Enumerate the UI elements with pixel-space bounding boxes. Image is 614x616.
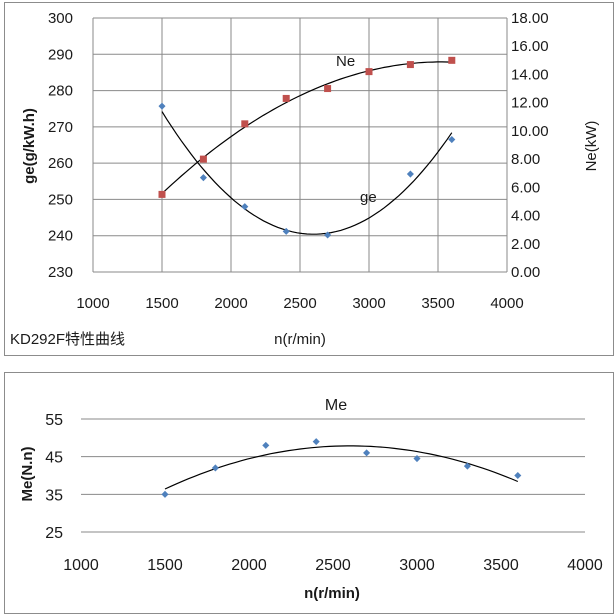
y-tick-label: 260 [48, 155, 73, 172]
ne-point [324, 85, 332, 93]
y-tick-label: 25 [45, 525, 63, 542]
me-point [463, 462, 471, 470]
ge-point [282, 227, 290, 235]
ge-point [406, 170, 414, 178]
y-tick-label: 250 [48, 191, 73, 208]
ne-point [282, 94, 290, 102]
me-point [312, 438, 320, 446]
y-tick-label: 280 [48, 83, 73, 100]
y-tick-label: 270 [48, 119, 73, 136]
ge-trend-line [161, 111, 453, 235]
me-point [363, 449, 371, 457]
me-chart-panel [4, 372, 614, 614]
y2-tick-label: 14.00 [511, 66, 549, 83]
ne-point [365, 68, 373, 76]
chart-title: Me [325, 397, 347, 414]
x-tick-label: 2500 [283, 295, 316, 312]
y2-tick-label: 18.00 [511, 10, 549, 27]
y-axis-title-me: Me(N.n) [19, 447, 36, 502]
ge-point [241, 203, 249, 211]
ge-point [448, 136, 456, 144]
me-point [413, 455, 421, 463]
y2-tick-label: 16.00 [511, 38, 549, 55]
x-tick-label: 2000 [231, 557, 267, 574]
y-tick-label: 300 [48, 10, 73, 27]
y2-tick-label: 8.00 [511, 151, 540, 168]
y2-tick-label: 4.00 [511, 208, 540, 225]
x-tick-label: 3000 [352, 295, 385, 312]
x-tick-label: 1000 [63, 557, 99, 574]
x-tick-label: 3500 [421, 295, 454, 312]
y2-tick-label: 10.00 [511, 123, 549, 140]
x-axis-title: n(r/min) [304, 585, 360, 602]
x-tick-label: 1000 [76, 295, 109, 312]
x-axis-title: n(r/min) [274, 331, 326, 348]
ge-point [199, 174, 207, 182]
x-tick-label: 2000 [214, 295, 247, 312]
chart-caption: KD292F特性曲线 [10, 331, 126, 348]
y-tick-label: 35 [45, 487, 63, 504]
y-tick-label: 45 [45, 450, 63, 467]
series-label-ne: Ne [336, 53, 355, 70]
x-tick-label: 1500 [145, 295, 178, 312]
y2-tick-label: 12.00 [511, 95, 549, 112]
x-tick-label: 3000 [399, 557, 435, 574]
me-point [161, 490, 169, 498]
ge-ne-chart-panel [4, 2, 614, 356]
y2-tick-label: 6.00 [511, 179, 540, 196]
ge-point [324, 231, 332, 239]
me-point [262, 441, 270, 449]
ne-trend-line [161, 61, 452, 195]
y-tick-label: 230 [48, 264, 73, 281]
y-tick-label: 290 [48, 46, 73, 63]
me-point [211, 464, 219, 472]
x-tick-label: 4000 [567, 557, 603, 574]
x-tick-label: 2500 [315, 557, 351, 574]
y2-tick-label: 2.00 [511, 236, 540, 253]
y2-tick-label: 0.00 [511, 264, 540, 281]
ne-point [448, 56, 456, 64]
ne-point [158, 190, 166, 198]
x-tick-label: 1500 [147, 557, 183, 574]
ne-point [199, 155, 207, 163]
y-tick-label: 240 [48, 228, 73, 245]
me-trend-line [164, 445, 519, 490]
x-tick-label: 3500 [483, 557, 519, 574]
y-tick-label: 55 [45, 412, 63, 429]
ne-point [406, 61, 414, 69]
me-point [514, 471, 522, 480]
y-axis-title-ne: Ne(kW) [583, 121, 600, 172]
series-label-ge: ge [360, 189, 377, 206]
ge-point [158, 102, 166, 110]
y-axis-title-ge: ge(g/kW.h) [21, 108, 38, 184]
x-tick-label: 4000 [490, 295, 523, 312]
ne-point [241, 120, 249, 128]
